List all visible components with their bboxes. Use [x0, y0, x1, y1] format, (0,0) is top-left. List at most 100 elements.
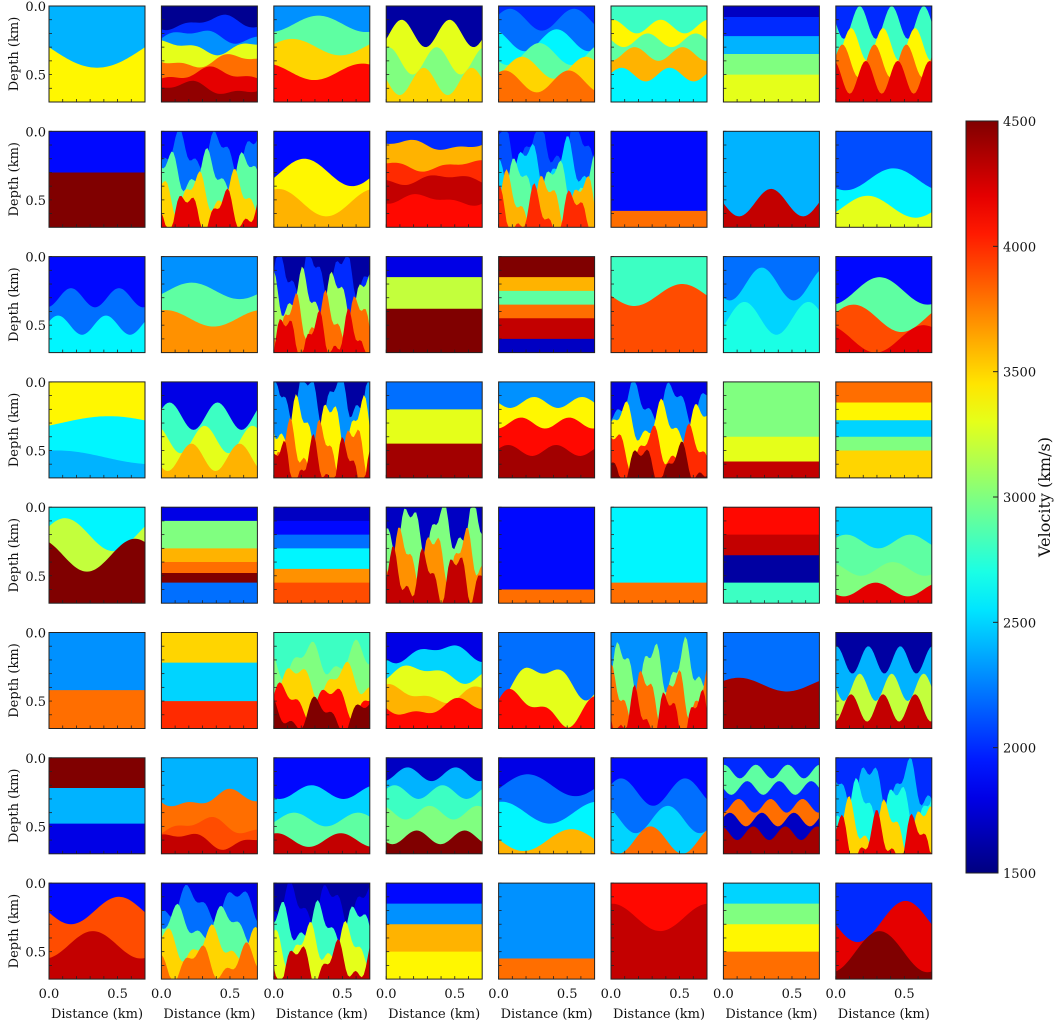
velocity-layers	[161, 757, 258, 854]
panel-frame	[610, 5, 708, 103]
panel-frame	[722, 381, 820, 479]
panel-frame	[273, 757, 371, 855]
velocity-layers	[161, 256, 258, 353]
y-tick-label: 0.5	[25, 194, 46, 209]
panel-r8-c2: 0.0 0.5 Distance (km)	[151, 882, 258, 1022]
velocity-layers	[723, 131, 820, 228]
panel-frame	[835, 882, 933, 980]
layer-5	[386, 697, 483, 729]
velocity-layers	[611, 883, 707, 980]
panel-frame	[385, 757, 483, 855]
panel-r8-c4: 0.0 0.5 Distance (km)	[376, 882, 483, 1022]
velocity-layers	[611, 632, 707, 729]
y-tick-label: 0.0	[25, 251, 46, 266]
panel-frame	[273, 5, 371, 103]
layer-4	[835, 325, 932, 353]
velocity-layers	[723, 6, 820, 102]
panel-r3-c5	[498, 256, 596, 354]
colorbar-tick-label: 3500	[1003, 366, 1036, 381]
layer-6	[161, 582, 258, 604]
y-tick-label: 0.0	[25, 0, 46, 15]
layer-4	[498, 445, 595, 478]
layer-6	[723, 826, 820, 854]
panel-r8-c7: 0.0 0.5 Distance (km)	[713, 882, 820, 1022]
panel-frame	[498, 381, 596, 479]
layer-3	[161, 701, 258, 729]
layer-6	[498, 70, 595, 102]
layer-4	[386, 546, 483, 604]
panel-r2-c4	[385, 130, 483, 228]
layer-3	[498, 688, 595, 729]
panel-r3-c7	[722, 256, 820, 354]
layer-4	[611, 826, 707, 854]
colorbar: 1500 2000 2500 3000 3500 4000 4500 Velocity (k…	[965, 115, 1054, 882]
layer-5	[835, 450, 932, 478]
layer-2	[723, 188, 820, 228]
x-tick-label: 0.5	[894, 987, 915, 1002]
layer-5	[386, 194, 483, 228]
panel-frame	[160, 381, 258, 479]
panel-frame	[835, 757, 933, 855]
panel-frame	[160, 632, 258, 729]
panel-frame	[498, 506, 596, 604]
panel-r2-c2	[160, 130, 258, 228]
x-tick-label: 0.5	[332, 987, 353, 1002]
panel-frame	[385, 130, 483, 228]
panel-frame	[160, 506, 258, 604]
panel-r2-c6	[610, 130, 708, 228]
layer-2	[611, 903, 707, 980]
panel-r4-c4	[385, 381, 483, 479]
velocity-layers	[49, 632, 145, 729]
panel-frame	[722, 256, 820, 354]
panel-r2-c3	[273, 130, 371, 228]
panel-frame	[160, 130, 258, 228]
layer-2	[611, 582, 707, 604]
layer-4	[273, 682, 370, 729]
y-tick-label: 0.0	[25, 125, 46, 140]
panel-r6-c3	[273, 632, 371, 729]
x-tick-label: 0.0	[151, 987, 172, 1002]
velocity-layers	[835, 6, 932, 102]
y-axis-label: Depth (km)	[7, 894, 22, 969]
panel-r6-c4	[385, 632, 483, 729]
velocity-layers	[49, 757, 145, 854]
colorbar-scale	[965, 120, 999, 874]
panel-frame	[48, 256, 146, 354]
panel-frame	[385, 882, 483, 980]
panel-frame	[498, 130, 596, 228]
panel-r7-c4	[385, 757, 483, 855]
layer-2	[49, 47, 145, 102]
layer-4	[723, 582, 820, 604]
layer-3	[49, 823, 145, 854]
panel-frame	[273, 256, 371, 354]
velocity-layers	[835, 131, 932, 228]
y-axis-label: Depth (km)	[7, 643, 22, 718]
panel-r3-c8	[835, 256, 933, 354]
velocity-layers	[386, 507, 483, 604]
panel-r5-c2	[160, 506, 258, 604]
y-tick-label: 0.0	[25, 501, 46, 516]
panel-frame	[385, 256, 483, 354]
x-tick-label: 0.0	[39, 987, 60, 1002]
y-axis-label: Depth (km)	[7, 769, 22, 844]
panel-frame	[48, 757, 146, 855]
layer-6	[498, 338, 595, 353]
velocity-layers	[611, 507, 707, 604]
panel-r6-c2	[160, 632, 258, 729]
panel-r4-c7	[722, 381, 820, 479]
y-axis-label: Depth (km)	[7, 17, 22, 92]
velocity-layers	[273, 381, 370, 478]
x-tick-label: 0.0	[376, 987, 397, 1002]
panel-r2-c5	[498, 130, 596, 228]
panel-frame	[722, 130, 820, 228]
x-tick-label: 0.0	[263, 987, 284, 1002]
layer-2	[723, 677, 820, 729]
panel-frame	[385, 5, 483, 103]
panel-frame	[722, 632, 820, 729]
velocity-layers	[498, 6, 595, 102]
panel-frame	[385, 381, 483, 479]
velocity-layers	[273, 131, 370, 228]
